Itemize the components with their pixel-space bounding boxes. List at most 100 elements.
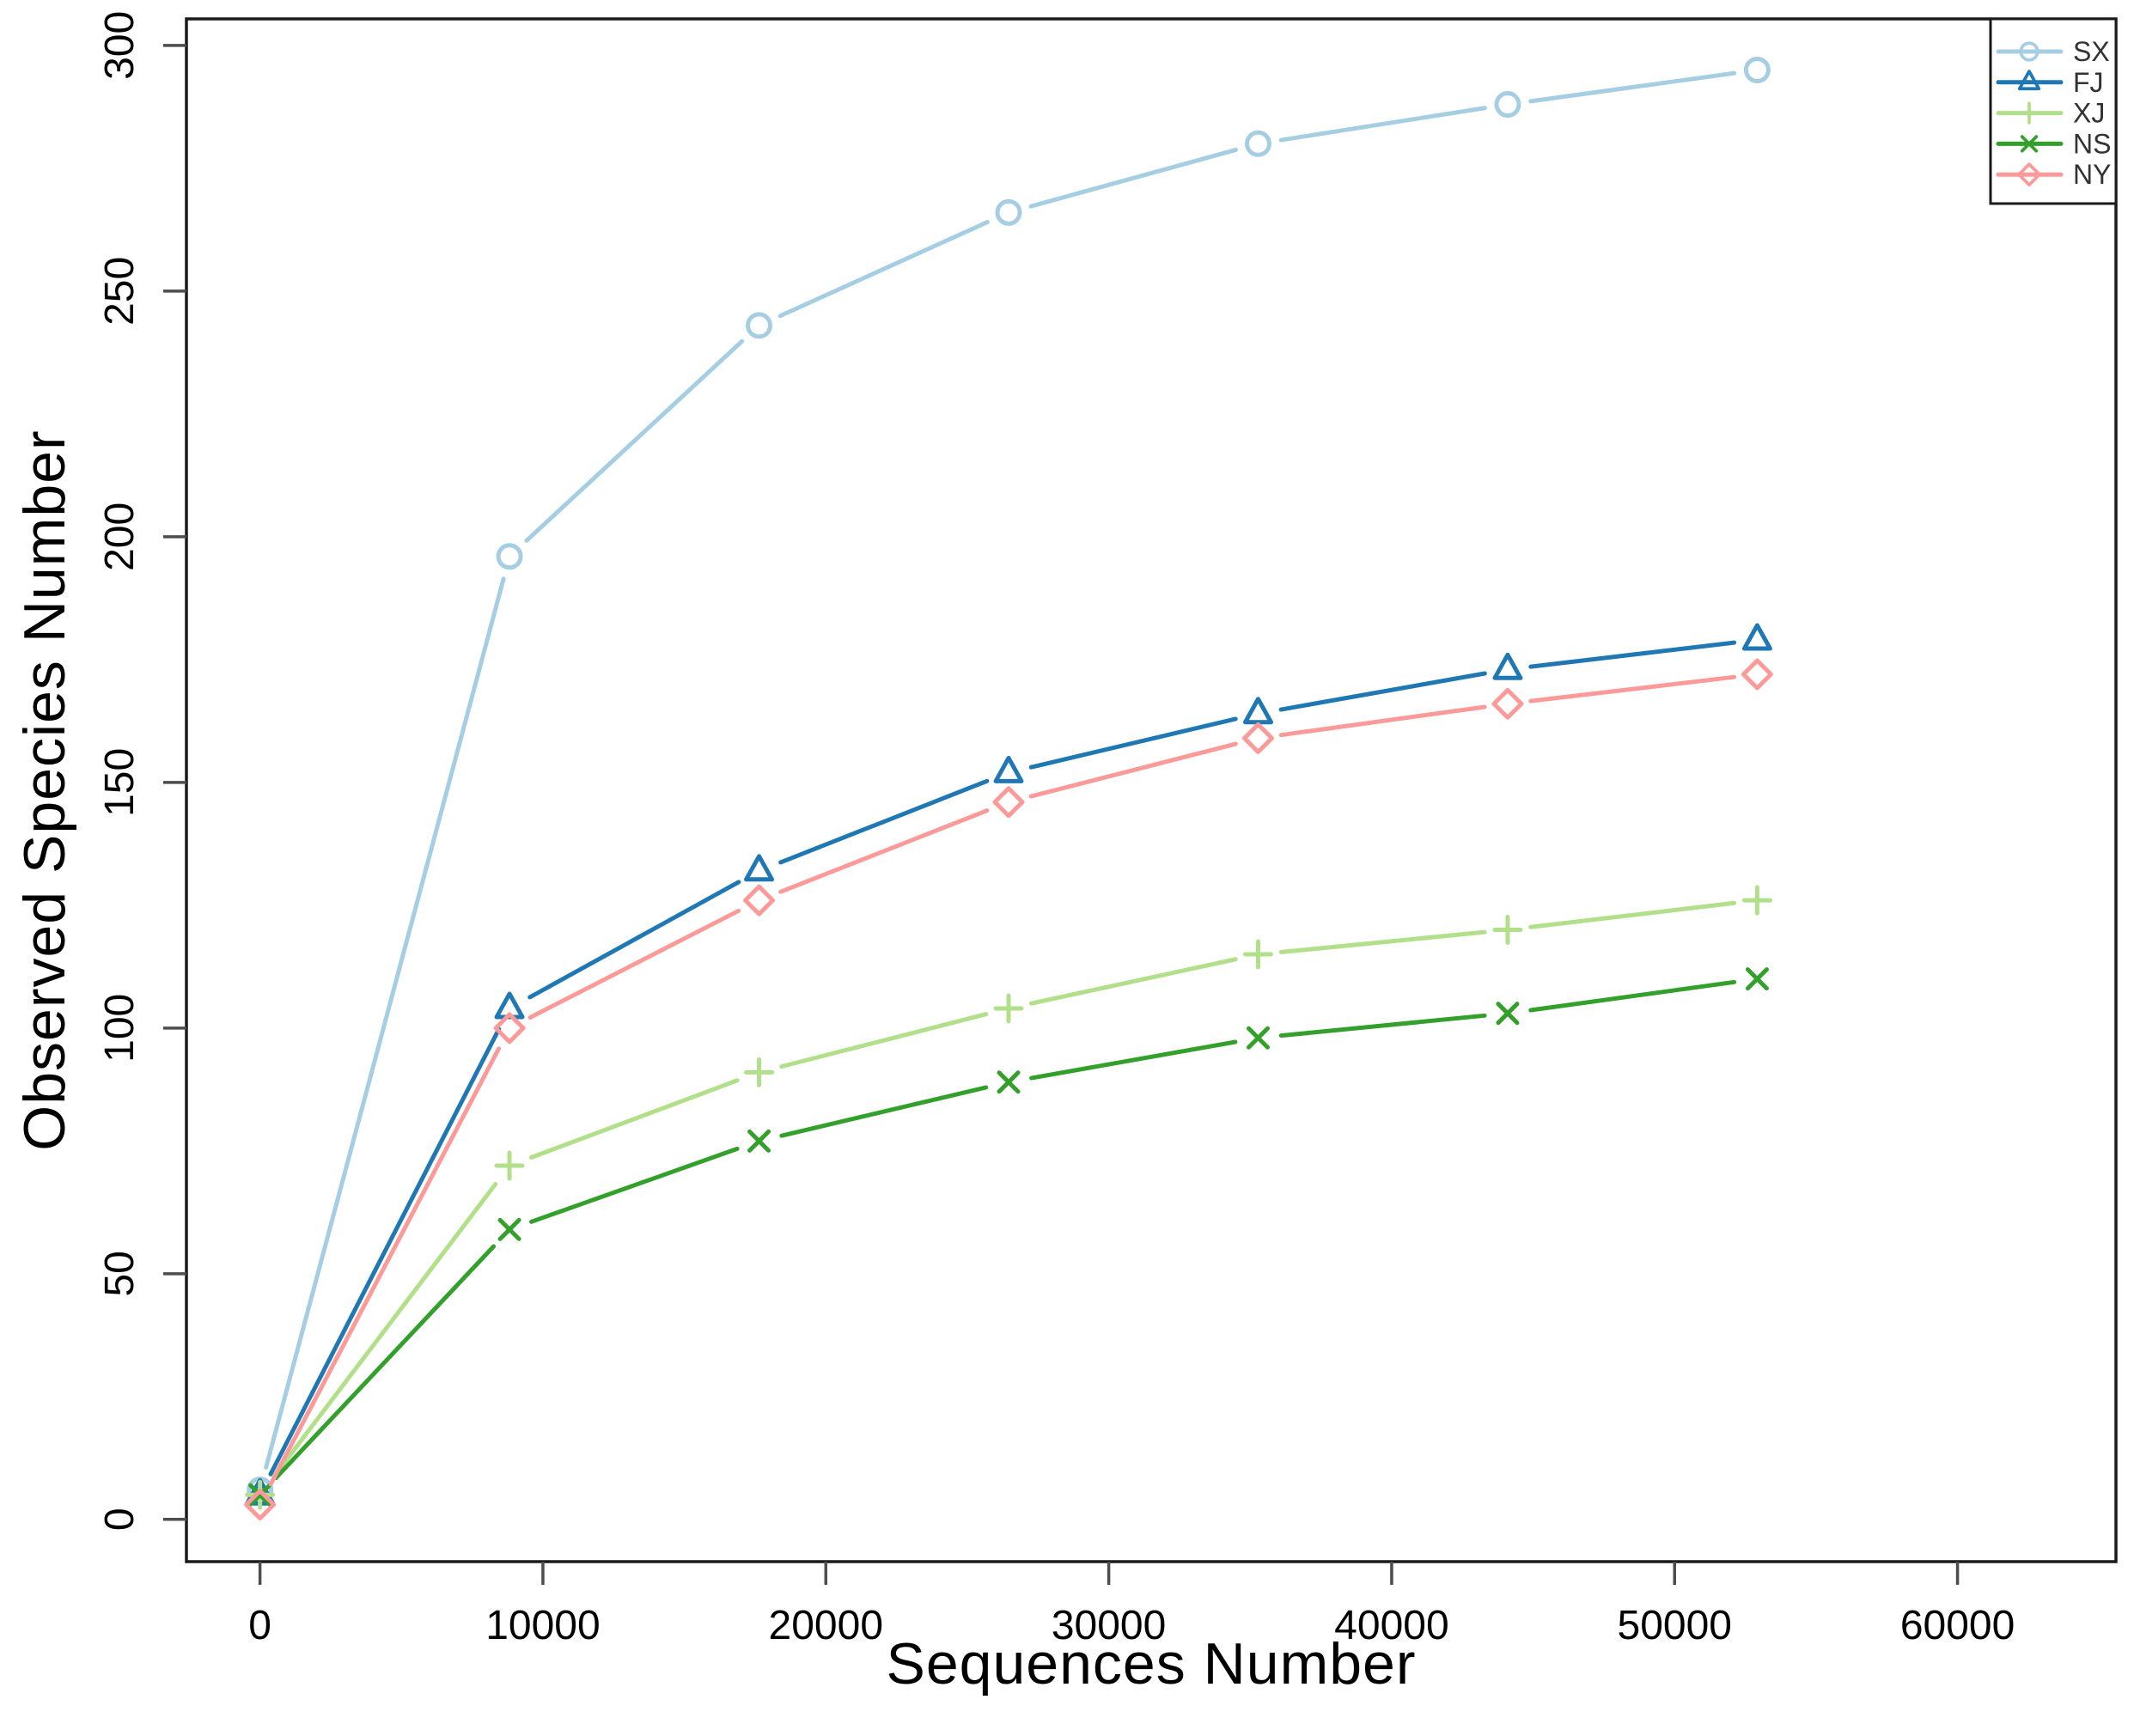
marker-NY xyxy=(244,1489,277,1521)
marker-NY xyxy=(1741,658,1773,691)
legend-marker-XJ xyxy=(2017,101,2041,125)
marker-SX xyxy=(496,543,523,570)
marker-FJ xyxy=(744,854,775,882)
marker-NS xyxy=(1246,1026,1270,1050)
series-segment-FJ xyxy=(1028,716,1238,770)
marker-NY xyxy=(992,786,1025,819)
series-segment-NY xyxy=(268,1046,502,1487)
series-segment-NS xyxy=(273,1244,497,1481)
series-SX xyxy=(247,56,1771,1503)
y-tick-label: 100 xyxy=(97,994,143,1063)
marker-XJ xyxy=(494,1150,525,1181)
x-tick-label: 0 xyxy=(248,1603,271,1648)
series-segment-FJ xyxy=(1528,640,1737,669)
marker-FJ xyxy=(1492,652,1523,680)
x-tick-label: 10000 xyxy=(485,1603,600,1648)
marker-NS xyxy=(997,1070,1021,1094)
marker-SX xyxy=(1244,130,1271,157)
series-segment-FJ xyxy=(778,778,990,865)
marker-XJ xyxy=(993,993,1024,1024)
marker-NS xyxy=(1745,967,1769,991)
series-NY xyxy=(244,658,1773,1521)
marker-XJ xyxy=(1492,914,1523,945)
y-tick-label: 0 xyxy=(97,1508,143,1531)
marker-NY xyxy=(1241,722,1274,754)
series-segment-NS xyxy=(1278,1013,1487,1039)
x-tick-label: 20000 xyxy=(769,1603,883,1648)
legend-marker-FJ xyxy=(2017,70,2041,91)
marker-NY xyxy=(493,1012,526,1045)
y-tick-label: 250 xyxy=(97,257,143,326)
y-axis: 0 50 100 150 200 250 300 xyxy=(97,11,186,1531)
x-axis: 0 10000 20000 30000 40000 50000 60000 xyxy=(248,1562,2015,1648)
y-tick-label: 50 xyxy=(97,1251,143,1296)
y-tick-label: 150 xyxy=(97,748,143,817)
series-segment-FJ xyxy=(268,1026,502,1477)
legend-label-SX: SX xyxy=(2073,36,2110,67)
marker-XJ xyxy=(744,1057,775,1087)
legend-item-XJ: XJ xyxy=(1996,98,2105,129)
x-axis-title: Sequences Number xyxy=(886,1631,1417,1696)
series-segment-NS xyxy=(1029,1039,1238,1081)
series-segment-NS xyxy=(529,1146,740,1224)
x-tick-label: 50000 xyxy=(1618,1603,1732,1648)
marker-XJ xyxy=(1242,939,1273,970)
legend-label-FJ: FJ xyxy=(2073,67,2104,98)
x-tick-label: 30000 xyxy=(1052,1603,1166,1648)
marker-SX xyxy=(995,198,1022,226)
series-XJ xyxy=(245,885,1772,1510)
series-segment-XJ xyxy=(528,1078,740,1160)
marker-NS xyxy=(1496,1002,1520,1026)
series-segment-FJ xyxy=(1278,671,1487,712)
series-segment-FJ xyxy=(527,880,741,1000)
marker-NS xyxy=(497,1217,521,1241)
marker-FJ xyxy=(1741,623,1772,651)
legend-label-NS: NS xyxy=(2073,128,2111,159)
series-segment-XJ xyxy=(1528,900,1737,929)
legend-label-XJ: XJ xyxy=(2073,98,2105,129)
series-segment-NY xyxy=(1528,674,1737,704)
y-tick-label: 300 xyxy=(97,11,143,80)
series-segment-XJ xyxy=(1278,929,1487,954)
y-axis-title: Observed Species Number xyxy=(12,429,77,1151)
legend-label-NY: NY xyxy=(2073,159,2111,190)
x-tick-label: 40000 xyxy=(1334,1603,1448,1648)
marker-NS xyxy=(248,1483,272,1507)
legend-item-FJ: FJ xyxy=(1996,67,2104,98)
series-segment-XJ xyxy=(271,1182,498,1479)
marker-NS xyxy=(747,1129,771,1153)
series-FJ xyxy=(245,623,1772,1506)
series-segment-XJ xyxy=(1028,957,1238,1006)
series-segment-NS xyxy=(1528,979,1737,1013)
y-tick-label: 200 xyxy=(97,503,143,571)
marker-XJ xyxy=(1741,885,1772,916)
series-segment-SX xyxy=(264,576,506,1470)
marker-NY xyxy=(743,884,776,917)
plot-border xyxy=(185,17,2118,1563)
series-segment-NY xyxy=(778,808,990,894)
series-segment-NY xyxy=(1028,741,1238,799)
legend-item-SX: SX xyxy=(1996,36,2110,67)
marker-SX xyxy=(1743,56,1771,83)
series-segment-SX xyxy=(777,219,990,319)
series-segment-SX xyxy=(1528,70,1737,104)
marker-FJ xyxy=(1242,697,1273,725)
series-segment-NS xyxy=(779,1085,989,1138)
legend-marker-NS xyxy=(2020,135,2039,153)
legend-item-NS: NS xyxy=(1996,128,2111,159)
legend-marker-SX xyxy=(2019,41,2039,62)
series-NS xyxy=(248,967,1769,1507)
marker-SX xyxy=(746,312,773,339)
series-segment-NY xyxy=(1278,704,1487,738)
series-segment-SX xyxy=(1028,147,1238,209)
series-segment-XJ xyxy=(779,1012,989,1069)
x-tick-label: 60000 xyxy=(1900,1603,2015,1648)
series-segment-NY xyxy=(527,908,741,1020)
legend-item-NY: NY xyxy=(1996,159,2111,190)
legend-marker-NY xyxy=(2017,162,2041,187)
marker-FJ xyxy=(993,755,1024,783)
marker-NY xyxy=(1491,687,1524,720)
